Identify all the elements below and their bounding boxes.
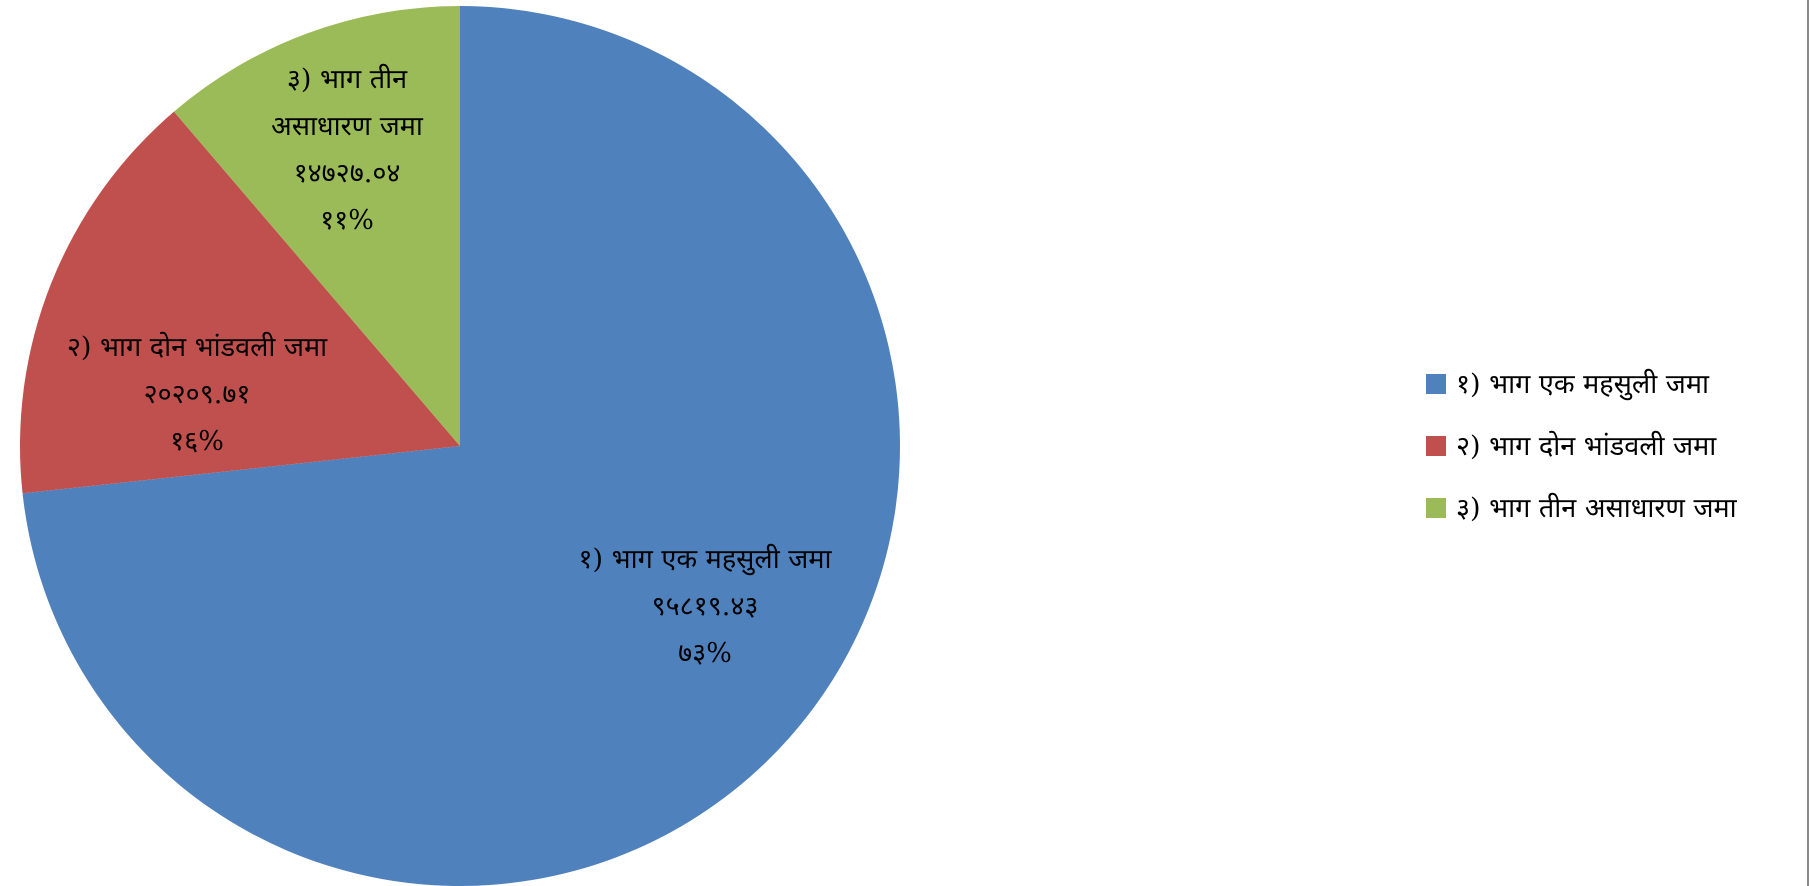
slice-label-3: ३) भाग तीन असाधारण जमा १४७२७.०४ ११% xyxy=(271,63,424,236)
slice-label-1: १) भाग एक महसुली जमा ९५८१९.४३ ७३% xyxy=(579,543,833,669)
legend-label-3: ३) भाग तीन असाधारण जमा xyxy=(1456,492,1738,524)
slice-label-2-percent: १६% xyxy=(170,426,224,457)
slice-label-2-value: २०२०९.७१ xyxy=(144,379,251,410)
slice-label-3-value: १४७२७.०४ xyxy=(294,158,401,189)
pie-slice-2 xyxy=(20,111,460,494)
legend: १) भाग एक महसुली जमा २) भाग दोन भांडवली … xyxy=(1426,368,1738,524)
legend-swatch-2 xyxy=(1426,436,1446,456)
legend-item-1: १) भाग एक महसुली जमा xyxy=(1426,368,1710,401)
legend-swatch-1 xyxy=(1426,374,1446,394)
pie-slice-1 xyxy=(22,6,901,886)
slice-label-3-percent: ११% xyxy=(320,205,374,236)
slice-label-2-name: २) भाग दोन भांडवली जमा xyxy=(67,331,328,363)
legend-label-2: २) भाग दोन भांडवली जमा xyxy=(1456,430,1717,462)
slice-label-1-value: ९५८१९.४३ xyxy=(652,591,759,622)
slice-label-3-name-line-2: असाधारण जमा xyxy=(271,111,424,142)
legend-label-1: १) भाग एक महसुली जमा xyxy=(1456,368,1710,401)
pie-slices xyxy=(20,6,901,886)
slice-label-3-name-line-1: ३) भाग तीन xyxy=(287,63,408,95)
legend-item-3: ३) भाग तीन असाधारण जमा xyxy=(1426,492,1738,524)
frame-right-border xyxy=(1807,0,1809,886)
slice-label-1-percent: ७३% xyxy=(678,638,732,669)
legend-swatch-3 xyxy=(1426,498,1446,518)
pie-slice-3 xyxy=(173,6,460,446)
slice-label-1-name: १) भाग एक महसुली जमा xyxy=(579,543,833,576)
slice-label-2: २) भाग दोन भांडवली जमा २०२०९.७१ १६% xyxy=(67,331,328,457)
legend-item-2: २) भाग दोन भांडवली जमा xyxy=(1426,430,1717,462)
